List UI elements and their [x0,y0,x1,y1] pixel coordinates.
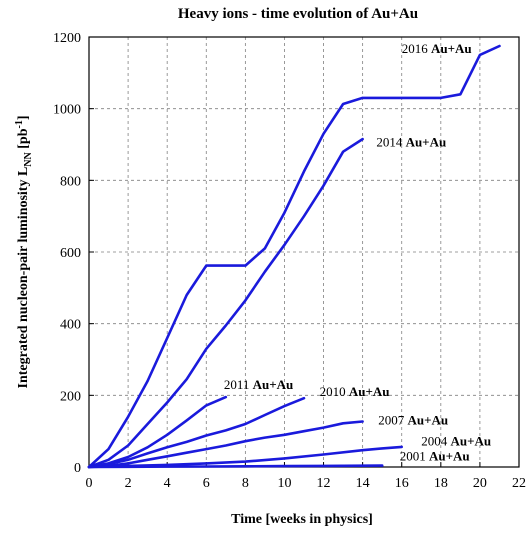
series-line-2007 [87,420,364,469]
series-line-2001 [87,464,384,469]
x-tick-label-14: 14 [356,476,370,491]
y-axis-label-unit: [pb [16,128,31,152]
x-tick-label-0: 0 [86,476,93,491]
x-tick-label-18: 18 [434,476,448,491]
y-tick-label-200: 200 [60,389,81,404]
x-axis-label: Time [weeks in physics] [231,512,373,527]
plot-frame [88,36,520,468]
y-tick-label-1000: 1000 [53,103,81,118]
series-label-2016: 2016 Au+Au [402,41,472,56]
y-axis-label-main: Integrated nucleon-pair luminosity L [16,167,31,389]
x-tick-label-10: 10 [277,476,291,491]
series-line-2011 [87,395,228,469]
series-line-2010 [87,396,306,469]
y-axis-label: Integrated nucleon-pair luminosity LNN [… [14,115,34,388]
series-labels: 2016 Au+Au 2014 Au+Au 2011 Au+Au 2010 Au+Au… [224,41,491,463]
y-axis-ticks: 0 200 400 600 800 1000 1200 [53,31,94,476]
x-tick-label-12: 12 [317,476,331,491]
x-tick-label-22: 22 [512,476,526,491]
y-tick-label-800: 800 [60,174,81,189]
series-line-2014 [87,137,364,469]
series-label-2001: 2001 Au+Au [400,449,470,464]
series-label-2004: 2004 Au+Au [421,434,491,449]
chart-title: Heavy ions - time evolution of Au+Au [178,6,418,22]
series-label-2010: 2010 Au+Au [320,384,390,399]
x-tick-label-6: 6 [203,476,210,491]
y-axis-label-superscript: -1 [14,120,25,128]
y-axis-label-end: ] [16,115,31,120]
y-tick-label-600: 600 [60,246,81,261]
y-axis-label-subscript: NN [23,151,34,166]
x-tick-label-20: 20 [473,476,487,491]
grid-lines [89,37,519,467]
y-tick-label-400: 400 [60,318,81,333]
series-label-2014: 2014 Au+Au [376,134,446,149]
x-tick-label-8: 8 [242,476,249,491]
x-tick-label-4: 4 [164,476,171,491]
y-tick-label-0: 0 [74,461,81,476]
series-lines [87,44,501,469]
series-label-2011: 2011 Au+Au [224,377,293,392]
series-label-2007: 2007 Au+Au [378,413,448,428]
x-tick-label-2: 2 [125,476,132,491]
series-line-2016 [87,44,501,469]
x-tick-label-16: 16 [395,476,409,491]
y-tick-label-1200: 1200 [53,31,81,46]
